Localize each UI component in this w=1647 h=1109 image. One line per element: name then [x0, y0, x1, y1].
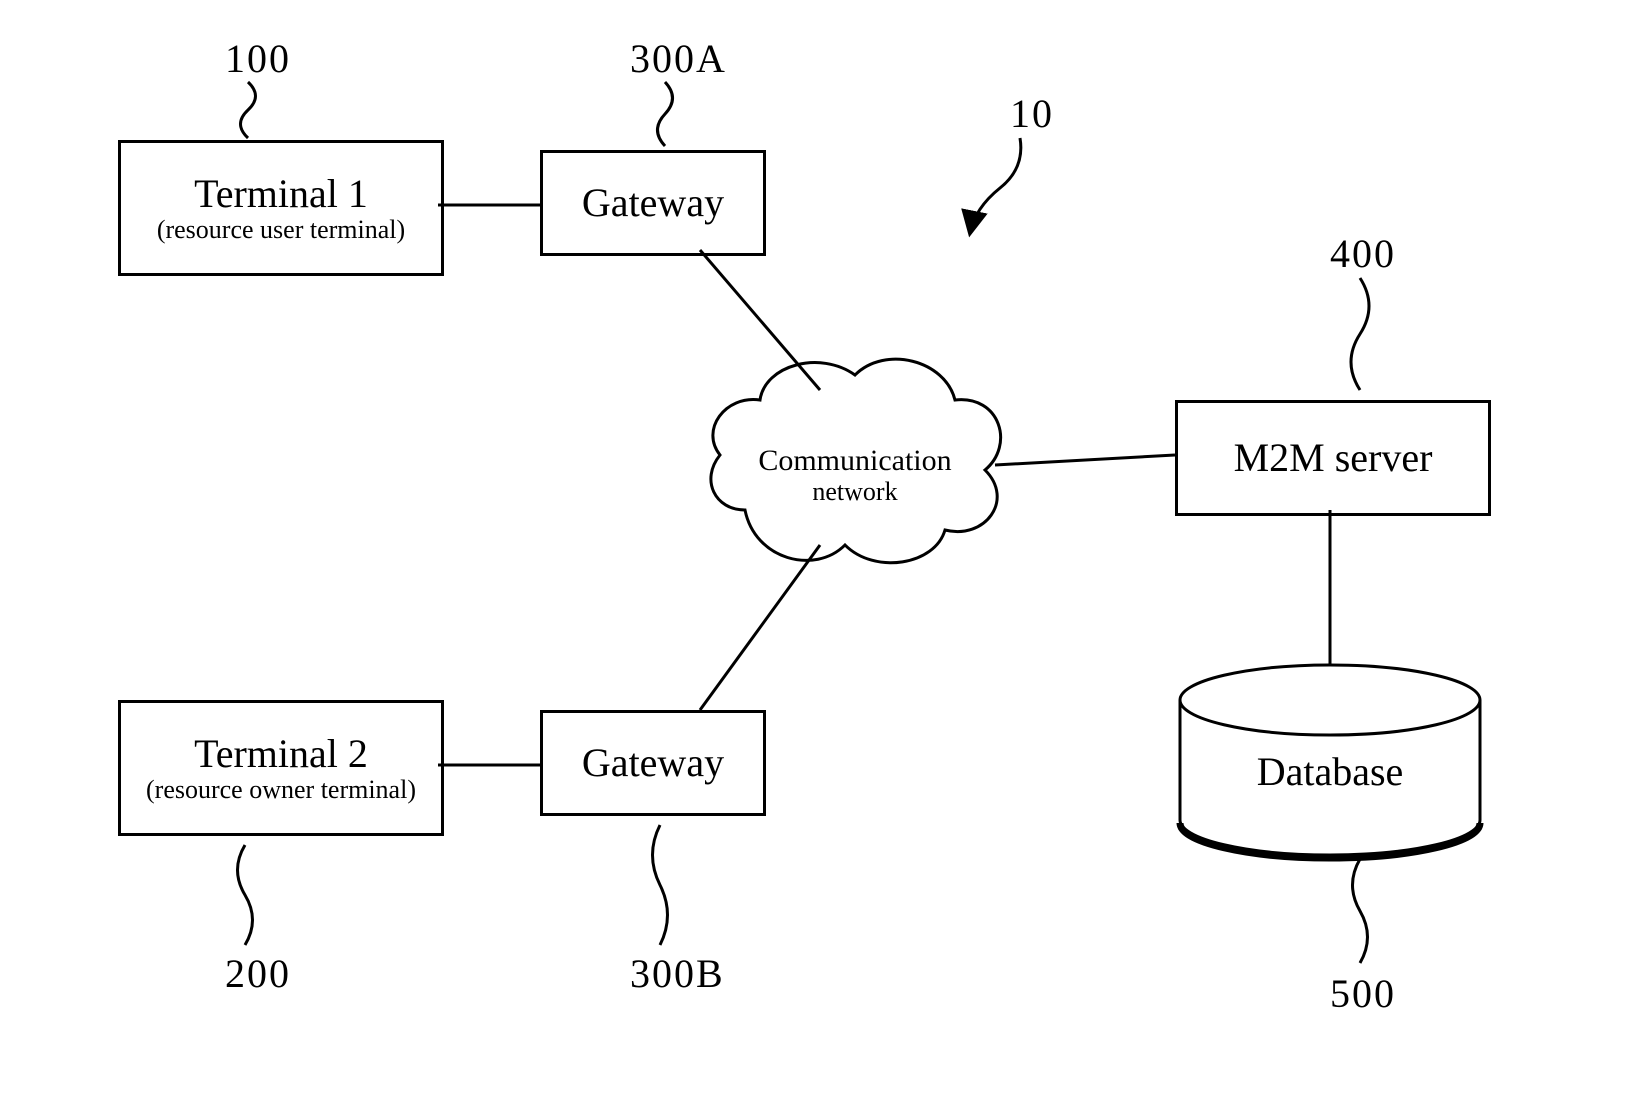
node-server: M2M server: [1175, 400, 1491, 516]
ref-200: 200: [225, 950, 291, 997]
node-terminal1: Terminal 1 (resource user terminal): [118, 140, 444, 276]
node-database: Database: [1180, 665, 1480, 858]
node-gateway-a-title: Gateway: [582, 181, 724, 225]
node-gateway-b: Gateway: [540, 710, 766, 816]
ref-300b: 300B: [630, 950, 725, 997]
node-terminal1-sub: (resource user terminal): [157, 216, 405, 245]
diagram-stage: Terminal 1 (resource user terminal) Gate…: [0, 0, 1647, 1109]
ref-300a: 300A: [630, 35, 727, 82]
node-cloud-title: Communication: [758, 444, 951, 477]
node-cloud: Communication network: [711, 359, 1001, 563]
node-server-title: M2M server: [1234, 436, 1433, 480]
ref-400: 400: [1330, 230, 1396, 277]
node-gateway-b-title: Gateway: [582, 741, 724, 785]
ref-100: 100: [225, 35, 291, 82]
node-terminal2-title: Terminal 2: [194, 732, 368, 776]
ref-10: 10: [1010, 90, 1054, 137]
node-cloud-sub: network: [812, 477, 897, 506]
node-gateway-a: Gateway: [540, 150, 766, 256]
node-database-title: Database: [1257, 749, 1404, 794]
node-terminal1-title: Terminal 1: [194, 172, 368, 216]
edge-ga-cloud: [700, 250, 820, 390]
edge-gb-cloud: [700, 545, 820, 710]
edge-cloud-server: [995, 455, 1175, 465]
ref-500: 500: [1330, 970, 1396, 1017]
node-terminal2-sub: (resource owner terminal): [146, 776, 416, 805]
node-terminal2: Terminal 2 (resource owner terminal): [118, 700, 444, 836]
